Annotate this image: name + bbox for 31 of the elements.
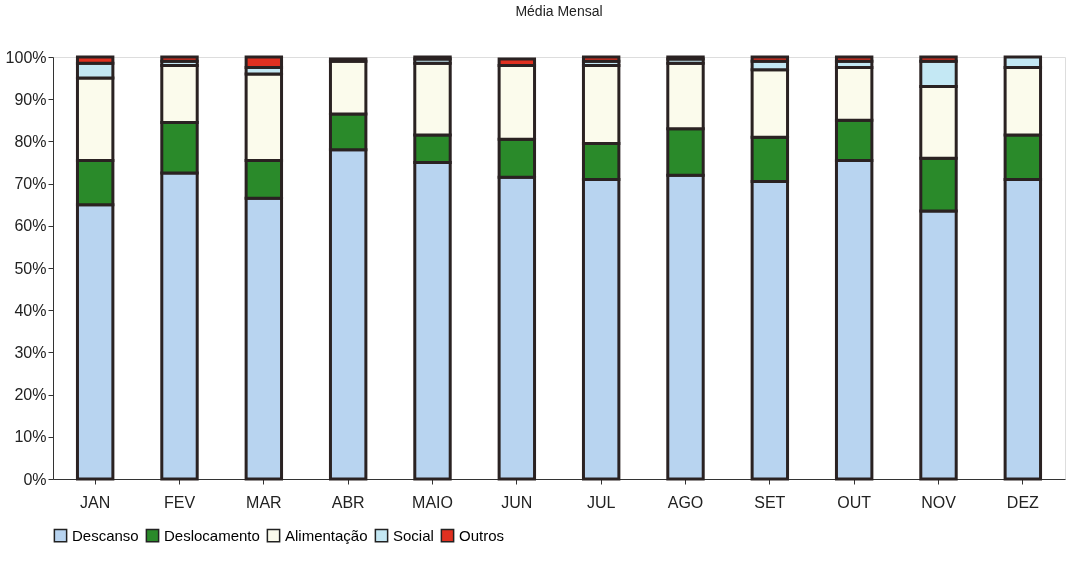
y-tick-label: 50% (14, 259, 47, 277)
legend-label: Alimentação (285, 526, 368, 544)
chart-title: Média Mensal (515, 3, 603, 19)
bar (413, 55, 452, 61)
x-tick-label: MAIO (412, 493, 453, 511)
x-tick-label: JUN (501, 493, 533, 511)
y-tick-label: 60% (14, 217, 47, 235)
x-tick-label: MAR (246, 493, 282, 511)
legend-label: Deslocamento (164, 526, 260, 544)
y-tick-label: 10% (14, 428, 47, 446)
y-tick-label: 30% (14, 343, 47, 361)
y-tick-label: 80% (14, 132, 47, 150)
x-tick-label: SET (754, 493, 786, 511)
y-tick-label: 20% (14, 386, 47, 404)
legend-label: Outros (459, 526, 505, 544)
y-tick-label: 40% (14, 301, 47, 319)
x-tick-label: DEZ (1006, 493, 1040, 511)
x-tick-label: AGO (667, 493, 704, 511)
y-tick-label: 0% (23, 470, 47, 488)
x-tick-label: OUT (837, 493, 872, 511)
x-tick-label: JUL (586, 493, 616, 511)
legend-label: Descanso (72, 526, 139, 544)
y-tick-label: 70% (14, 175, 47, 193)
x-tick-label: NOV (921, 493, 957, 511)
legend-label: Social (393, 526, 434, 544)
x-tick-label: JAN (80, 493, 111, 511)
y-tick-label: 100% (5, 48, 47, 66)
y-tick-label: 90% (14, 90, 47, 108)
x-tick-label: FEV (163, 493, 196, 511)
bar (666, 55, 705, 61)
x-tick-label: ABR (331, 493, 365, 511)
